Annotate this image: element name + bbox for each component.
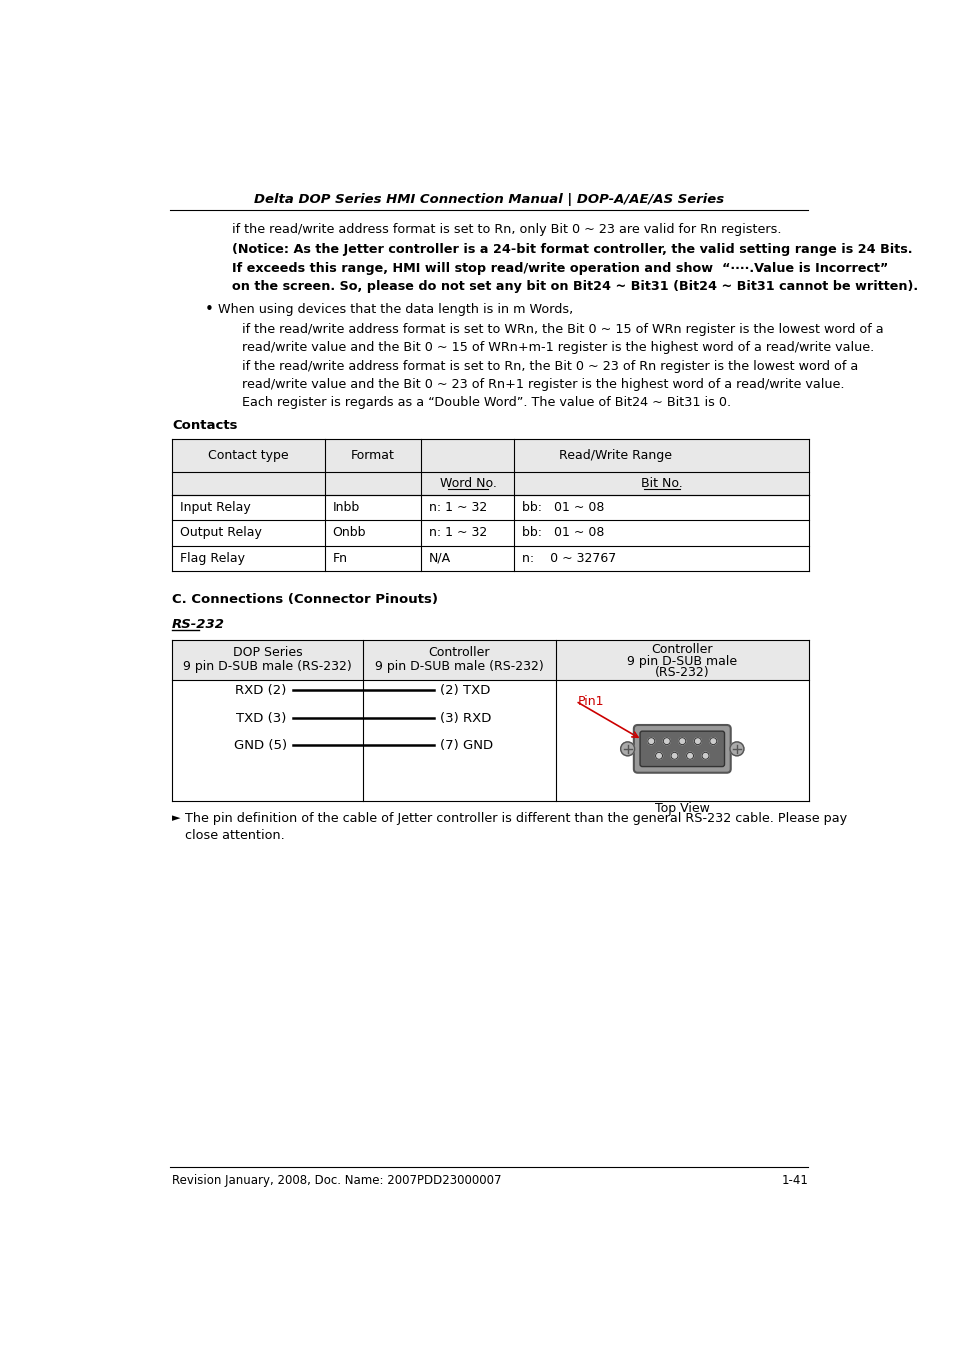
Text: Delta DOP Series HMI Connection Manual | DOP-A/AE/AS Series: Delta DOP Series HMI Connection Manual |…: [253, 193, 723, 205]
Text: TXD (3): TXD (3): [236, 712, 286, 724]
Text: ►: ►: [172, 813, 180, 823]
Text: GND (5): GND (5): [233, 739, 286, 751]
Text: Top View: Top View: [654, 802, 709, 816]
Text: Flag Relay: Flag Relay: [179, 551, 244, 565]
Text: C. Connections (Connector Pinouts): C. Connections (Connector Pinouts): [172, 593, 437, 607]
Text: close attention.: close attention.: [185, 828, 285, 842]
Text: 9 pin D-SUB male (RS-232): 9 pin D-SUB male (RS-232): [375, 661, 543, 673]
Circle shape: [729, 742, 743, 755]
Text: Bit No.: Bit No.: [640, 477, 682, 489]
Text: bb:   01 ~ 08: bb: 01 ~ 08: [521, 501, 604, 513]
Bar: [421, 471, 808, 494]
Text: If exceeds this range, HMI will stop read/write operation and show  “····.Value : If exceeds this range, HMI will stop rea…: [232, 262, 887, 274]
Text: 9 pin D-SUB male (RS-232): 9 pin D-SUB male (RS-232): [183, 661, 352, 673]
Text: Fn: Fn: [332, 551, 347, 565]
Text: bb:   01 ~ 08: bb: 01 ~ 08: [521, 527, 604, 539]
Text: Output Relay: Output Relay: [179, 527, 261, 539]
Text: Input Relay: Input Relay: [179, 501, 251, 513]
Text: 9 pin D-SUB male: 9 pin D-SUB male: [626, 655, 737, 667]
Text: n: 1 ~ 32: n: 1 ~ 32: [429, 527, 487, 539]
Text: if the read/write address format is set to Rn, only Bit 0 ~ 23 are valid for Rn : if the read/write address format is set …: [232, 223, 781, 236]
Text: RXD (2): RXD (2): [235, 684, 286, 697]
Text: The pin definition of the cable of Jetter controller is different than the gener: The pin definition of the cable of Jette…: [185, 812, 846, 824]
Text: N/A: N/A: [429, 551, 451, 565]
Text: Contact type: Contact type: [208, 449, 289, 462]
Text: •: •: [205, 303, 213, 317]
Text: Word No.: Word No.: [439, 477, 496, 489]
Text: if the read/write address format is set to WRn, the Bit 0 ~ 15 of WRn register i: if the read/write address format is set …: [241, 323, 882, 336]
Text: Onbb: Onbb: [332, 527, 366, 539]
Circle shape: [686, 753, 693, 759]
Text: Revision January, 2008, Doc. Name: 2007PDD23000007: Revision January, 2008, Doc. Name: 2007P…: [172, 1174, 501, 1186]
Text: (Notice: As the Jetter controller is a 24-bit format controller, the valid setti: (Notice: As the Jetter controller is a 2…: [232, 243, 911, 257]
Bar: [363, 639, 555, 680]
Text: (2) TXD: (2) TXD: [439, 684, 490, 697]
Text: (7) GND: (7) GND: [439, 739, 493, 751]
Text: Each register is regards as a “Double Word”. The value of Bit24 ~ Bit31 is 0.: Each register is regards as a “Double Wo…: [241, 396, 730, 409]
FancyBboxPatch shape: [633, 725, 730, 773]
Circle shape: [694, 738, 700, 744]
Circle shape: [679, 738, 685, 744]
Circle shape: [655, 753, 661, 759]
Text: n:    0 ~ 32767: n: 0 ~ 32767: [521, 551, 616, 565]
Text: Pin1: Pin1: [577, 694, 603, 708]
Text: Contacts: Contacts: [172, 419, 237, 432]
Text: When using devices that the data length is in m Words,: When using devices that the data length …: [218, 304, 573, 316]
Circle shape: [670, 753, 678, 759]
Circle shape: [647, 738, 654, 744]
Text: Inbb: Inbb: [332, 501, 359, 513]
Text: on the screen. So, please do not set any bit on Bit24 ~ Bit31 (Bit24 ~ Bit31 can: on the screen. So, please do not set any…: [232, 281, 917, 293]
Text: if the read/write address format is set to Rn, the Bit 0 ~ 23 of Rn register is : if the read/write address format is set …: [241, 361, 857, 373]
Circle shape: [709, 738, 716, 744]
Circle shape: [662, 738, 670, 744]
Text: Read/Write Range: Read/Write Range: [558, 449, 671, 462]
Circle shape: [620, 742, 634, 755]
FancyBboxPatch shape: [639, 731, 723, 766]
Text: Controller: Controller: [651, 643, 712, 657]
Text: RS-232: RS-232: [172, 617, 225, 631]
Text: Format: Format: [351, 449, 395, 462]
Text: (RS-232): (RS-232): [655, 666, 709, 680]
Text: (3) RXD: (3) RXD: [439, 712, 491, 724]
Text: 1-41: 1-41: [781, 1174, 807, 1186]
Bar: [172, 439, 808, 471]
Circle shape: [701, 753, 708, 759]
Text: read/write value and the Bit 0 ~ 23 of Rn+1 register is the highest word of a re: read/write value and the Bit 0 ~ 23 of R…: [241, 378, 843, 392]
Text: DOP Series: DOP Series: [233, 646, 302, 659]
Bar: [555, 639, 808, 680]
Bar: [172, 471, 421, 494]
Text: read/write value and the Bit 0 ~ 15 of WRn+m-1 register is the highest word of a: read/write value and the Bit 0 ~ 15 of W…: [241, 342, 873, 354]
Text: n: 1 ~ 32: n: 1 ~ 32: [429, 501, 487, 513]
Text: Controller: Controller: [428, 646, 490, 659]
Bar: [172, 639, 363, 680]
